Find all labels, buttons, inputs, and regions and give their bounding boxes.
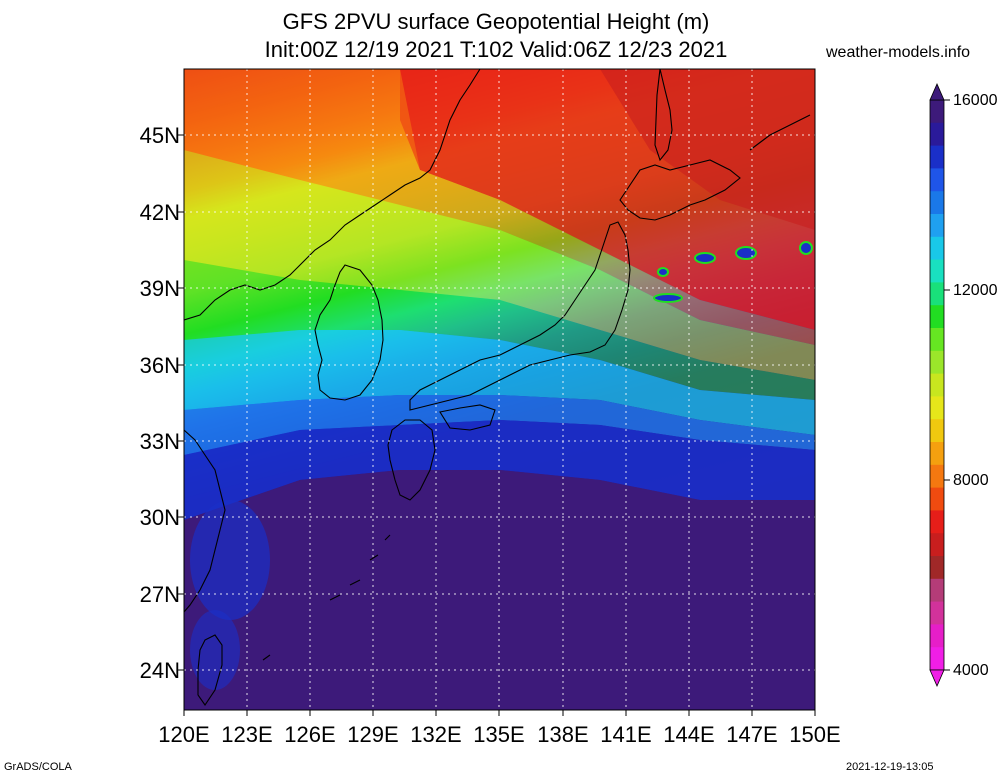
colorbar-swatch [930,442,944,466]
colorbar-swatch [930,122,944,147]
colorbar-swatch [930,464,944,489]
colorbar-swatch [930,305,944,329]
lon-label-132e: 132E [410,722,462,747]
website-label: weather-models.info [826,44,971,61]
colorbar-bottom-arrow [929,669,945,687]
colorbar-swatch [930,647,944,671]
lat-label-36n: 36N [139,353,180,378]
colorbar-swatch [930,100,944,124]
colorbar-swatch [930,373,944,397]
colorbar-swatch [930,396,944,420]
colorbar-swatch [930,533,944,557]
lon-label-150e: 150E [789,722,841,747]
colorbar-ticks [944,99,950,671]
lon-label-123e: 123E [221,722,273,747]
colorbar-label-16000: 16000 [953,92,998,109]
lat-label-33n: 33N [139,429,180,454]
software-credit: GrADS/COLA [4,761,72,773]
colorbar-swatch [930,510,944,534]
lat-label-45n: 45N [139,123,180,148]
lat-label-39n: 39N [139,276,180,301]
colorbar-swatch [930,259,944,283]
colorbar-swatch [930,214,944,238]
lat-label-42n: 42N [139,200,180,225]
lon-label-120e: 120E [158,722,210,747]
coastlines [184,69,811,706]
map-title: GFS 2PVU surface Geopotential Height (m) [282,9,710,34]
graticule [184,69,815,710]
colorbar-swatch [930,191,944,215]
map-subtitle: Init:00Z 12/19 2021 T:102 Valid:06Z 12/2… [264,37,728,62]
axis-ticks [178,134,816,716]
colorbar-swatch [930,168,944,192]
lon-label-126e: 126E [284,722,336,747]
lon-label-144e: 144E [663,722,715,747]
lon-label-129e: 129E [347,722,399,747]
lon-label-135e: 135E [473,722,525,747]
colorbar-swatch [930,350,944,375]
colorbar-swatch [930,282,944,306]
colorbar-label-8000: 8000 [953,472,989,489]
lat-label-27n: 27N [139,582,180,607]
colorbar-swatch [930,601,944,625]
colorbar-swatch [930,236,944,261]
lat-label-30n: 30N [139,505,180,530]
colorbar-swatch [930,578,944,603]
colorbar-swatch [930,487,944,511]
lon-label-147e: 147E [726,722,778,747]
lon-label-141e: 141E [600,722,652,747]
colorbar-swatch [930,419,944,443]
colorbar [929,99,945,671]
colorbar-swatch [930,556,944,580]
colorbar-top-arrow [929,83,945,101]
colorbar-label-4000: 4000 [953,662,989,679]
colorbar-swatch [930,624,944,648]
generation-timestamp: 2021-12-19-13:05 [846,761,934,773]
colorbar-swatch [930,328,944,352]
lat-label-24n: 24N [139,658,180,683]
colorbar-label-12000: 12000 [953,282,998,299]
colorbar-swatch [930,145,944,169]
lon-label-138e: 138E [537,722,589,747]
